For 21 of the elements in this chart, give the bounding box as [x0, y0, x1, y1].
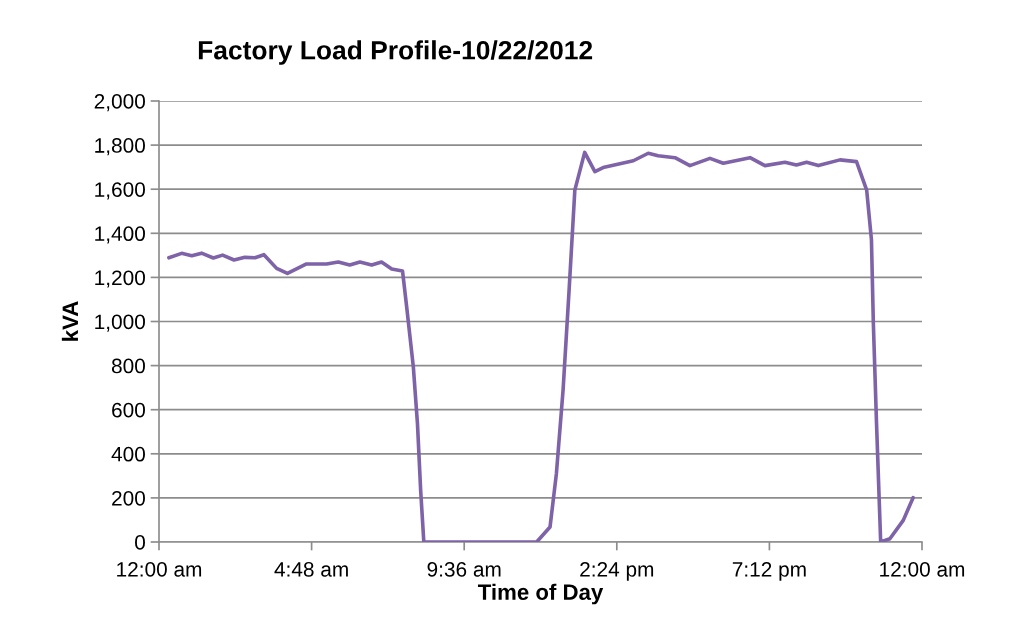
x-tick-label: 4:48 am [274, 561, 348, 577]
x-tick-label: 7:12 pm [732, 561, 806, 581]
y-tick-label: 200 [112, 490, 145, 506]
y-tick-label: 0 [135, 535, 145, 550]
x-tick-label: 9:36 am [427, 561, 501, 577]
chart-title: Factory Load Profile-10/22/2012 [198, 40, 593, 65]
x-axis-title: Time of Day [477, 583, 604, 605]
y-tick-label: 1,400 [95, 226, 145, 244]
y-tick-label: 2,000 [94, 94, 145, 112]
y-tick-label: 1,600 [95, 182, 145, 200]
y-tick-label: 1,200 [95, 270, 145, 288]
line-series [167, 150, 915, 542]
x-tick-label: 2:24 pm [580, 561, 654, 581]
x-tick-label: 12:00 am [117, 561, 202, 577]
y-tick-label: 800 [111, 358, 145, 374]
x-tick-label: 12:00 am [880, 561, 965, 577]
y-tick-label: 1,800 [95, 138, 145, 156]
y-tick-label: 1,000 [95, 314, 145, 332]
y-axis-title: kVA [61, 301, 78, 341]
y-tick-label: 400 [111, 446, 145, 462]
y-tick-label: 600 [112, 402, 145, 418]
